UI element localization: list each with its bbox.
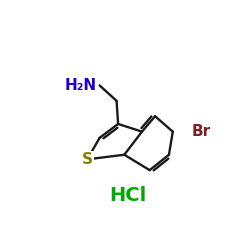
Text: H₂N: H₂N xyxy=(64,78,96,93)
Text: HCl: HCl xyxy=(110,186,147,205)
Text: S: S xyxy=(82,152,93,167)
Text: Br: Br xyxy=(191,124,210,139)
